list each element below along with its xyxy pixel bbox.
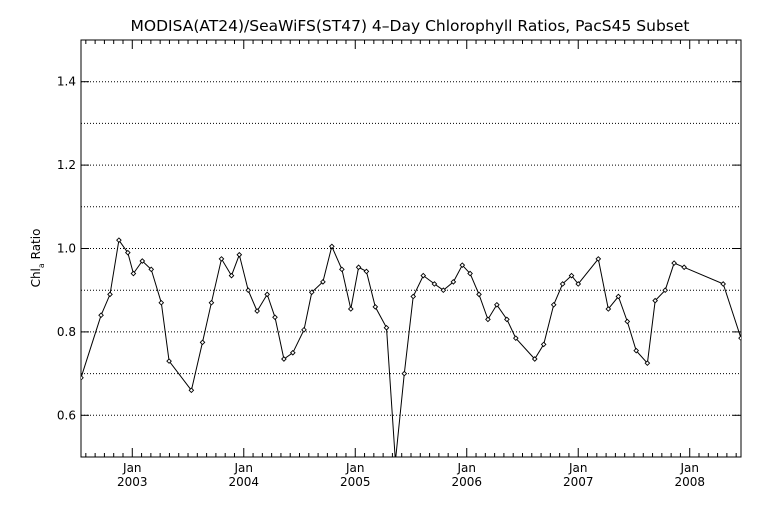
y-tick-label: 1.4 [57, 75, 76, 89]
y-axis-label-main: Chl [29, 268, 43, 287]
data-point [236, 251, 243, 258]
data-point [308, 289, 315, 296]
data-point [281, 356, 287, 362]
data-point [644, 360, 651, 367]
x-tick-year-label: 2007 [563, 475, 594, 489]
x-tick-month-label: Jan [456, 461, 476, 475]
x-tick-year-label: 2005 [340, 475, 371, 489]
data-point [652, 297, 658, 304]
series-group [81, 237, 741, 463]
data-point [431, 281, 438, 287]
data-point [383, 324, 390, 331]
data-point [199, 339, 206, 346]
data-point [301, 326, 307, 333]
y-axis-label-subscript: a [37, 263, 46, 268]
y-tick-label: 0.6 [57, 408, 76, 422]
data-point [320, 279, 326, 285]
data-point [401, 370, 408, 377]
data-point [450, 279, 457, 285]
data-point [615, 293, 622, 300]
x-tick-month-label: Jan [345, 461, 365, 475]
data-point [504, 316, 510, 323]
data-point [476, 291, 482, 298]
data-point [148, 266, 155, 273]
data-point [363, 268, 370, 275]
y-axis-label: Chla Ratio [29, 229, 46, 288]
chart-title: MODISA(AT24)/SeaWiFS(ST47) 4–Day Chlorop… [131, 17, 690, 35]
grid [81, 39, 741, 416]
data-point [568, 272, 575, 279]
x-tick-year-label: 2008 [674, 475, 705, 489]
data-point [81, 374, 84, 381]
x-tick-month-label: Jan [234, 461, 254, 475]
x-axis: Jan2003Jan2004Jan2005Jan2006Jan2007Jan20… [85, 40, 737, 489]
data-point [339, 266, 345, 273]
data-point [559, 281, 566, 287]
data-point [550, 301, 557, 308]
data-point [228, 272, 235, 279]
data-point [139, 258, 146, 264]
data-point [420, 272, 427, 279]
data-point [494, 301, 500, 308]
data-point [633, 347, 640, 354]
data-point [166, 358, 172, 364]
data-point [624, 318, 631, 325]
data-point [459, 262, 466, 269]
data-point [440, 287, 447, 294]
data-point [595, 256, 602, 262]
x-tick-month-label: Jan [122, 461, 142, 475]
data-point [512, 335, 519, 341]
data-point [681, 264, 687, 271]
x-tick-year-label: 2004 [228, 475, 259, 489]
data-point [605, 306, 612, 312]
y-tick-label: 0.8 [57, 325, 76, 339]
data-point [410, 293, 417, 300]
data-point [130, 270, 137, 277]
data-point [355, 264, 362, 271]
data-point [393, 459, 397, 463]
data-point [289, 349, 296, 356]
data-point [218, 256, 225, 262]
series-line [81, 238, 741, 457]
data-point [720, 281, 726, 287]
series [81, 237, 741, 463]
data-point [575, 281, 582, 287]
data-point [107, 291, 113, 298]
data-point [540, 341, 547, 348]
y-axis: 0.6 0.8 1.0 1.2 1.4 [57, 75, 741, 422]
data-point [254, 308, 260, 314]
x-tick-month-label: Jan [568, 461, 588, 475]
data-point [158, 299, 165, 306]
data-point [98, 312, 104, 319]
y-axis-label-rest: Ratio [29, 229, 43, 264]
y-tick-label: 1.2 [57, 158, 76, 172]
data-point [124, 249, 131, 256]
data-point [347, 306, 354, 312]
data-point [208, 299, 215, 306]
data-point [264, 291, 271, 298]
data-point [671, 260, 677, 266]
data-point [245, 287, 252, 294]
data-point [372, 304, 379, 310]
data-point [531, 356, 538, 362]
data-point [467, 270, 473, 277]
x-tick-year-label: 2006 [451, 475, 482, 489]
data-point [485, 316, 491, 323]
x-tick-year-label: 2003 [117, 475, 148, 489]
data-point [662, 287, 669, 294]
x-tick-month-label: Jan [679, 461, 699, 475]
data-point [329, 243, 335, 250]
data-point [272, 314, 278, 321]
data-point [738, 335, 741, 341]
data-point [188, 387, 195, 394]
data-point [116, 237, 122, 243]
y-tick-label: 1.0 [57, 242, 76, 256]
